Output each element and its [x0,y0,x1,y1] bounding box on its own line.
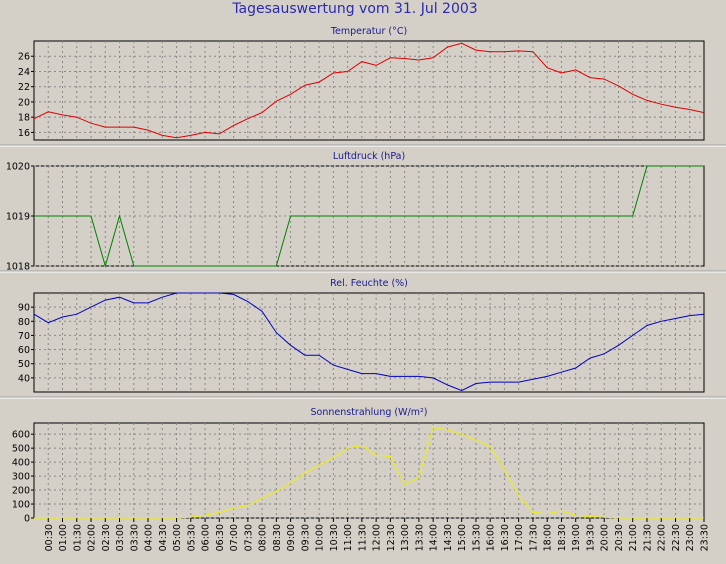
x-tick-label: 09:00 [286,524,297,551]
x-tick-label: 12:30 [386,524,397,551]
x-tick-label: 07:30 [243,524,254,551]
x-tick-label: 04:30 [158,524,169,551]
x-tick-label: 19:30 [586,524,597,551]
panel-title: Luftdruck (hPa) [333,151,405,162]
x-tick-label: 01:30 [72,524,83,551]
x-tick-label: 22:00 [657,524,668,551]
x-tick-label: 03:30 [129,524,140,551]
x-tick-label: 14:00 [429,524,440,551]
x-tick-label: 04:00 [144,524,155,551]
x-tick-label: 08:00 [258,524,269,551]
y-tick-label: 300 [12,472,30,483]
panel-temperature: Temperatur (°C) 16 18 20 22 24 26 [0,26,726,147]
panel-title: Sonnenstrahlung (W/m²) [311,407,428,418]
x-tick-label: 21:30 [643,524,654,551]
y-tick-label: 18 [18,113,30,124]
x-tick-label: 23:00 [685,524,696,551]
x-tick-label: 20:30 [614,524,625,551]
x-tick-label: 00:30 [44,524,55,551]
y-tick-label: 20 [18,97,30,108]
series-line-pressure [34,165,704,268]
panel-radiation: Sonnenstrahlung (W/m²) 0 100 200 300 400 500 60… [12,407,705,525]
series-line-radiation [34,426,704,519]
x-tick-label: 10:30 [329,524,340,551]
x-tick-label: 21:00 [628,524,639,551]
y-tick-label: 100 [12,500,30,511]
x-tick-label: 22:30 [671,524,682,551]
y-tick-label: 26 [18,52,30,63]
x-tick-label: 09:30 [300,524,311,551]
x-tick-label: 15:00 [457,524,468,551]
x-tick-label: 08:30 [272,524,283,551]
plot-area [33,292,705,393]
panel-pressure: Luftdruck (hPa) 1018 1019 1020 [0,151,726,273]
y-tick-label: 90 [18,303,30,314]
y-tick-label: 1020 [6,162,30,173]
y-tick-label: 40 [18,373,30,384]
x-tick-label: 06:00 [201,524,212,551]
x-tick-label: 18:00 [543,524,554,551]
series-line-temperature [33,42,705,139]
y-tick-label: 60 [18,345,30,356]
x-tick-label: 12:00 [372,524,383,551]
y-tick-label: 80 [18,317,30,328]
x-tick-label: 10:00 [315,524,326,551]
x-tick-label: 18:30 [557,524,568,551]
panel-title: Rel. Feuchte (%) [330,278,408,289]
y-tick-label: 50 [18,359,30,370]
x-tick-label: 15:30 [471,524,482,551]
panel-title: Temperatur (°C) [330,26,407,37]
plot-area [33,40,705,141]
x-tick-label: 13:30 [414,524,425,551]
main-title: Tagesauswertung vom 31. Jul 2003 [231,1,477,17]
x-tick-label: 02:00 [87,524,98,551]
panel-humidity: Rel. Feuchte (%) 40 50 60 70 80 90 [0,278,726,399]
series-line-humidity [33,292,705,392]
x-tick-label: 13:00 [400,524,411,551]
x-tick-label: 11:30 [357,524,368,551]
x-tick-label: 06:30 [215,524,226,551]
y-tick-label: 0 [24,514,30,525]
y-tick-label: 1019 [6,212,30,223]
y-tick-label: 16 [18,128,30,139]
x-tick-label: 05:30 [186,524,197,551]
x-tick-label: 01:00 [58,524,69,551]
x-tick-label: 16:30 [500,524,511,551]
x-tick-label: 03:00 [115,524,126,551]
x-tick-label: 02:30 [101,524,112,551]
x-tick-label: 05:00 [172,524,183,551]
y-tick-label: 400 [12,458,30,469]
y-tick-label: 1018 [6,262,30,273]
x-tick-label: 17:00 [514,524,525,551]
y-tick-label: 22 [18,82,30,93]
x-tick-label: 20:00 [600,524,611,551]
x-tick-label: 14:30 [443,524,454,551]
x-axis: 00:30 01:00 01:30 02:00 02:30 03:00 03:30 04:00… [44,518,711,551]
y-tick-label: 24 [18,67,30,78]
y-tick-label: 70 [18,331,30,342]
x-tick-label: 19:00 [571,524,582,551]
y-tick-label: 500 [12,444,30,455]
x-tick-label: 17:30 [528,524,539,551]
y-tick-label: 600 [12,430,30,441]
x-tick-label: 11:00 [343,524,354,551]
x-tick-label: 23:30 [700,524,711,551]
x-tick-label: 16:00 [486,524,497,551]
y-tick-label: 200 [12,486,30,497]
x-tick-label: 07:00 [229,524,240,551]
